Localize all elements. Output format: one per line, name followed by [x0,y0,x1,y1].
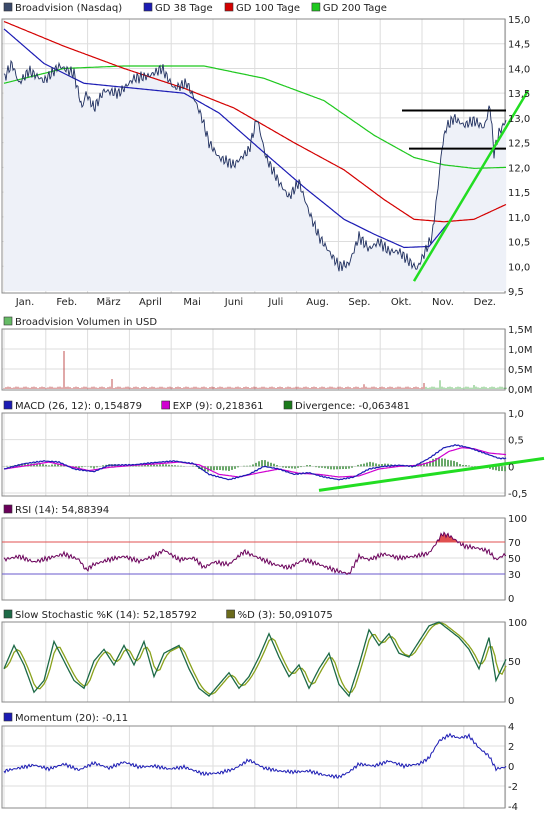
macd-trend-line [318,456,545,492]
stochastic-legend-label-0: Slow Stochastic %K (14): 52,185792 [15,610,197,621]
momentum-tick-2: 0 [508,762,514,773]
momentum-tick-4: -4 [508,802,518,813]
macd-legend-swatch-2 [283,400,293,410]
volume-legend-label-0: Broadvision Volumen in USD [15,317,157,328]
price-legend-label-2: GD 100 Tage [236,3,300,14]
month-label-8: Sep. [348,297,370,308]
volume-frame [1,328,506,391]
price-tick-1: 14,5 [508,40,530,51]
month-label-9: Okt. [391,297,412,308]
price-legend-swatch-3 [311,2,321,12]
momentum-legend-label-0: Momentum (20): -0,11 [15,713,128,724]
stoch-d-line [3,622,507,695]
rsi-legend-swatch-0 [3,504,13,514]
month-label-10: Nov. [432,297,454,308]
macd-legend-swatch-0 [3,400,13,410]
month-label-7: Aug. [306,297,329,308]
rsi-tick-4: 0 [508,594,514,605]
rsi-frame [1,517,506,601]
volume-tick-2: 0,5M [508,365,533,376]
macd-legend-label-0: MACD (26, 12): 0,154879 [15,401,142,412]
stochastic-tick-2: 0 [508,696,514,707]
price-area [4,61,506,291]
gd200-line [3,65,506,170]
price-legend-label-0: Broadvision (Nasdaq) [15,3,122,14]
rsi-tick-3: 30 [508,570,521,581]
uptrend-line [412,90,530,282]
rsi-tick-0: 100 [508,514,527,525]
month-label-2: März [97,297,121,308]
price-tick-7: 11,5 [508,188,530,199]
price-tick-10: 10,0 [508,262,530,273]
rsi-line [3,531,507,576]
volume-tick-3: 0,0M [508,385,533,396]
price-legend-swatch-2 [224,2,234,12]
momentum-tick-0: 4 [508,722,514,733]
stoch-k-line [3,621,507,698]
momentum-frame [1,725,506,809]
month-label-4: Mai [183,297,201,308]
price-tick-2: 14,0 [508,64,530,75]
month-label-6: Juli [267,297,283,308]
macd-legend-label-1: EXP (9): 0,218361 [173,401,264,412]
macd-tick-2: 0 [508,462,514,473]
month-label-5: Juni [224,297,243,308]
rsi-tick-2: 50 [508,554,521,565]
momentum-tick-3: -2 [508,782,518,793]
price-legend-label-1: GD 38 Tage [155,3,213,14]
stochastic-tick-1: 50 [508,657,521,668]
month-label-11: Dez. [474,297,496,308]
macd-legend-swatch-1 [161,400,170,410]
momentum-legend-swatch-0 [3,712,13,722]
month-label-1: Feb. [56,297,77,308]
stochastic-tick-0: 100 [508,618,527,629]
macd-tick-1: 0,5 [508,436,524,447]
gd100-line [3,20,507,223]
month-label-3: April [139,297,162,308]
price-tick-11: 9,5 [508,287,524,298]
price-tick-3: 13,5 [508,89,530,100]
stochastic-legend-label-1: %D (3): 50,091075 [238,610,333,621]
volume-tick-1: 1,0M [508,345,533,356]
rsi-legend-label-0: RSI (14): 54,88394 [15,505,109,516]
price-tick-5: 12,5 [508,139,530,150]
macd-tick-3: -0,5 [508,489,528,500]
price-tick-4: 13,0 [508,114,530,125]
price-tick-0: 15,0 [508,15,530,26]
price-legend-swatch-1 [143,2,153,12]
macd-legend-label-2: Divergence: -0,063481 [295,401,410,412]
rsi-tick-1: 70 [508,538,521,549]
macd-line [3,444,507,481]
momentum-tick-1: 2 [508,742,514,753]
momentum-line [3,732,507,780]
stochastic-legend-swatch-0 [3,609,13,619]
month-label-0: Jan. [15,297,35,308]
macd-frame [1,412,506,497]
gd38-line [3,28,507,249]
volume-legend-swatch-0 [3,316,13,326]
price-tick-9: 10,5 [508,238,530,249]
price-legend-label-3: GD 200 Tage [323,3,387,14]
stochastic-frame [1,621,506,703]
price-legend-swatch-0 [3,2,13,12]
stochastic-legend-swatch-1 [226,609,235,619]
volume-tick-0: 1,5M [508,325,533,336]
price-tick-6: 12,0 [508,163,530,174]
price-line [3,59,507,272]
price-tick-8: 11,0 [508,213,530,224]
macd-tick-0: 1,0 [508,409,524,420]
